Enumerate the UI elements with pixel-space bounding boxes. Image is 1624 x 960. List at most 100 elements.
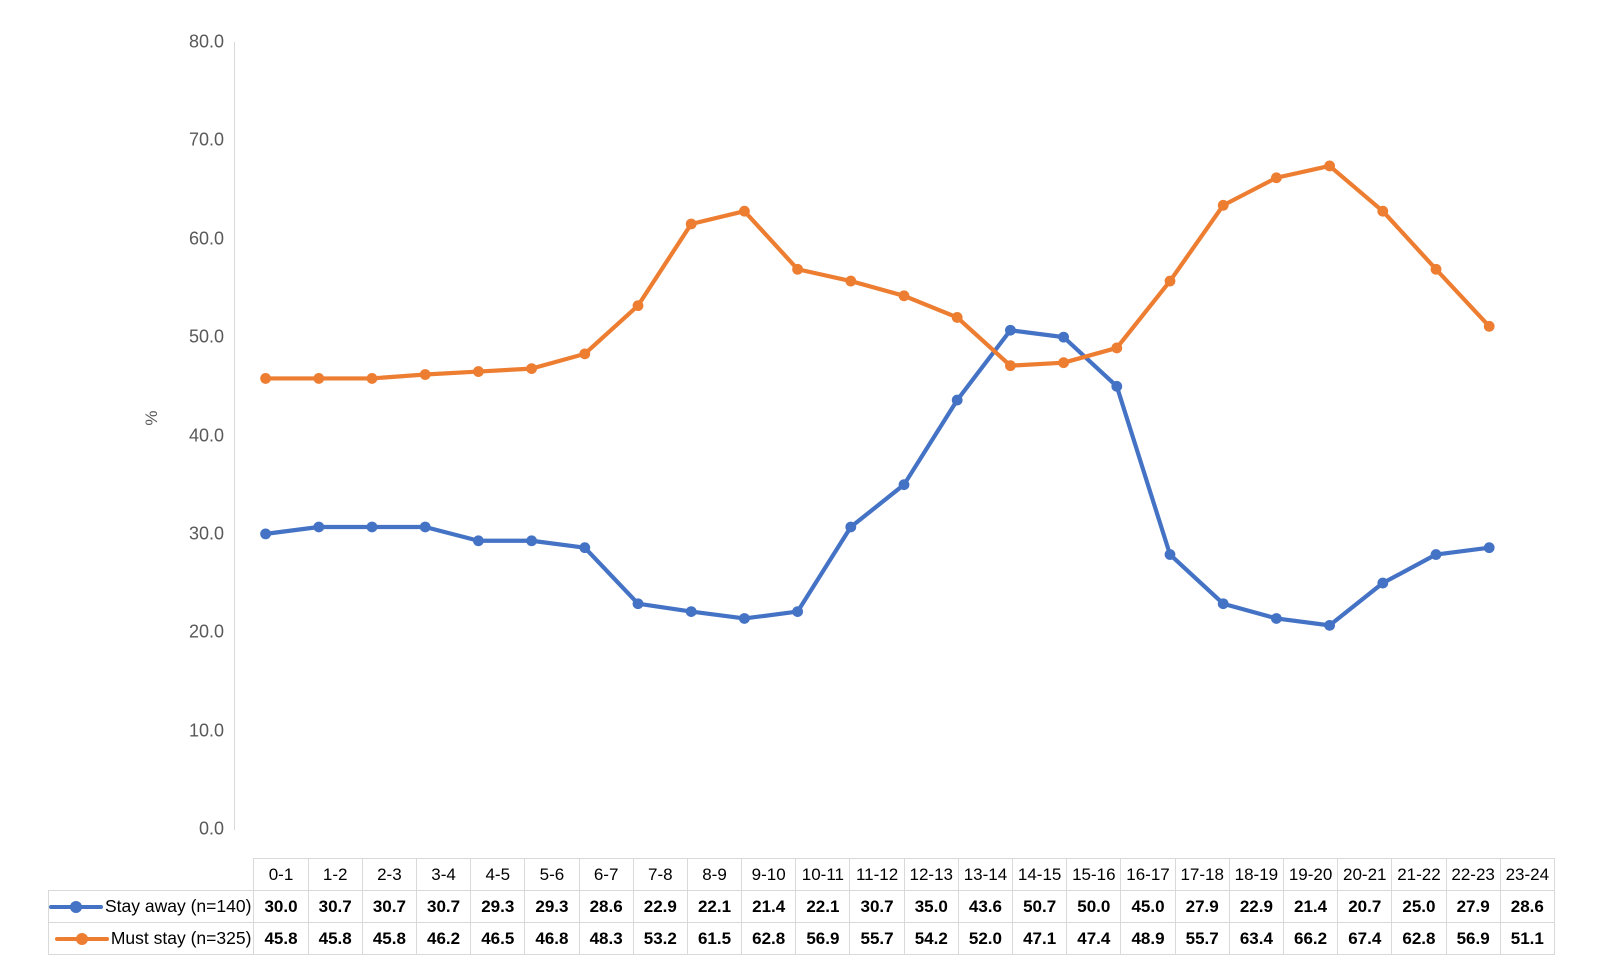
data-point: [1430, 263, 1442, 275]
data-point: [951, 312, 963, 323]
data-cell: 27.9: [1174, 890, 1230, 923]
data-point: [1164, 275, 1176, 287]
legend-dot-icon: [70, 901, 82, 914]
data-point: [685, 606, 697, 617]
category-header-cell: 9-10: [741, 858, 797, 891]
data-point: [1377, 577, 1389, 589]
category-header-cell: 16-17: [1120, 858, 1176, 891]
data-cell: 45.0: [1120, 890, 1176, 923]
data-cell: 28.6: [1499, 890, 1555, 923]
data-point: [366, 521, 378, 533]
data-point: [739, 613, 750, 624]
data-point: [1483, 542, 1495, 554]
y-tick-label: 20.0: [188, 621, 224, 642]
data-point: [313, 373, 325, 384]
data-point: [579, 542, 591, 554]
legend-marker-icon: [54, 933, 109, 946]
series-line: [263, 328, 1492, 628]
category-header-cell: 22-23: [1445, 858, 1501, 891]
category-header-cell: 3-4: [415, 858, 472, 891]
series-stay-away: [260, 324, 1495, 631]
data-point: [632, 300, 644, 312]
category-header-cell: 14-15: [1012, 858, 1068, 891]
y-tick-label: 40.0: [188, 425, 224, 445]
y-tick-label: 70.0: [188, 129, 224, 150]
data-point: [419, 521, 431, 533]
data-cell: 51.1: [1499, 922, 1555, 955]
category-header-cell: 23-24: [1499, 858, 1555, 891]
table-corner-cell: [49, 859, 254, 891]
category-header-cell: 13-14: [957, 858, 1014, 891]
data-cell: 22.9: [632, 890, 688, 923]
category-header-cell: 7-8: [632, 858, 688, 891]
series-label: Stay away (n=140): [105, 896, 252, 916]
data-cell: 30.0: [253, 890, 309, 923]
series-line: [263, 163, 1492, 381]
y-tick-label: 10.0: [188, 720, 224, 741]
data-point: [739, 205, 750, 217]
y-tick-label: 60.0: [188, 228, 224, 249]
category-header-cell: 12-13: [903, 858, 959, 891]
table-row: Must stay (n=325) 45.8 45.8 45.8 46.2 46.5 46.…: [47, 922, 1555, 955]
table-row: Stay away (n=140) 30.0 30.7 30.7 30.7 29.3 29.…: [47, 890, 1555, 923]
data-cell: 21.4: [741, 890, 797, 923]
data-cell: 30.7: [415, 890, 472, 923]
data-point: [1377, 205, 1389, 217]
data-cell: 62.8: [1391, 922, 1447, 955]
data-cell: 56.9: [795, 922, 851, 955]
category-header-cell: 17-18: [1174, 858, 1230, 891]
series-legend-cell: Must stay (n=325): [47, 922, 255, 955]
category-header-cell: 0-1: [253, 858, 309, 891]
y-axis-tick-labels: 0.0 10.0 20.0 30.0 40.0 50.0 60.0 70.0 80.0: [160, 0, 224, 839]
data-point: [526, 535, 537, 547]
data-point: [898, 290, 910, 302]
data-point: [1271, 613, 1282, 624]
data-point: [1324, 160, 1335, 172]
data-cell: 29.3: [470, 890, 526, 923]
data-cell: 35.0: [903, 890, 959, 923]
data-point: [1217, 199, 1229, 211]
data-cell: 46.2: [415, 922, 472, 955]
series-legend-cell: Stay away (n=140): [47, 890, 255, 923]
data-cell: 46.5: [470, 922, 526, 955]
data-cell: 45.8: [253, 922, 309, 955]
data-cell: 53.2: [632, 922, 688, 955]
data-cell: 47.1: [1012, 922, 1068, 955]
y-tick-label: 50.0: [188, 326, 224, 347]
data-cell: 67.4: [1337, 922, 1393, 955]
data-table-body: Stay away (n=140) 30.0 30.7 30.7 30.7 29.3 29.…: [47, 890, 1555, 955]
data-cell: 52.0: [957, 922, 1014, 955]
data-point: [1217, 598, 1229, 610]
y-tick-label: 0.0: [198, 818, 224, 839]
data-cell: 45.8: [307, 922, 363, 955]
category-header-cell: 6-7: [578, 858, 634, 891]
data-cell: 50.0: [1066, 890, 1122, 923]
data-cell: 66.2: [1282, 922, 1339, 955]
category-header-cell: 15-16: [1066, 858, 1122, 891]
data-point: [792, 606, 803, 617]
data-point: [1005, 360, 1016, 372]
data-cell: 21.4: [1282, 890, 1339, 923]
data-cell: 47.4: [1066, 922, 1122, 955]
data-table-header: 0-1 1-2 2-3 3-4 4-5 5-6 6-7 7-8 8-9 9-10 10-11 11-1…: [49, 858, 1555, 891]
data-cell: 29.3: [524, 890, 580, 923]
category-header-cell: 5-6: [524, 858, 580, 891]
data-point: [845, 275, 857, 287]
data-point: [260, 373, 271, 384]
data-point: [845, 521, 857, 533]
y-axis-line: [234, 42, 235, 830]
data-cell: 56.9: [1445, 922, 1501, 955]
data-cell: 27.9: [1445, 890, 1501, 923]
data-cell: 54.2: [903, 922, 959, 955]
category-header-cell: 8-9: [686, 858, 743, 891]
category-header-cell: 2-3: [361, 858, 417, 891]
data-cell: 20.7: [1337, 890, 1393, 923]
data-point: [579, 348, 591, 360]
data-point: [1324, 619, 1335, 631]
y-tick-label: 80.0: [188, 31, 224, 52]
data-point: [1111, 380, 1123, 392]
data-point: [1058, 331, 1069, 343]
data-point: [526, 363, 537, 375]
data-cell: 30.7: [361, 890, 417, 923]
